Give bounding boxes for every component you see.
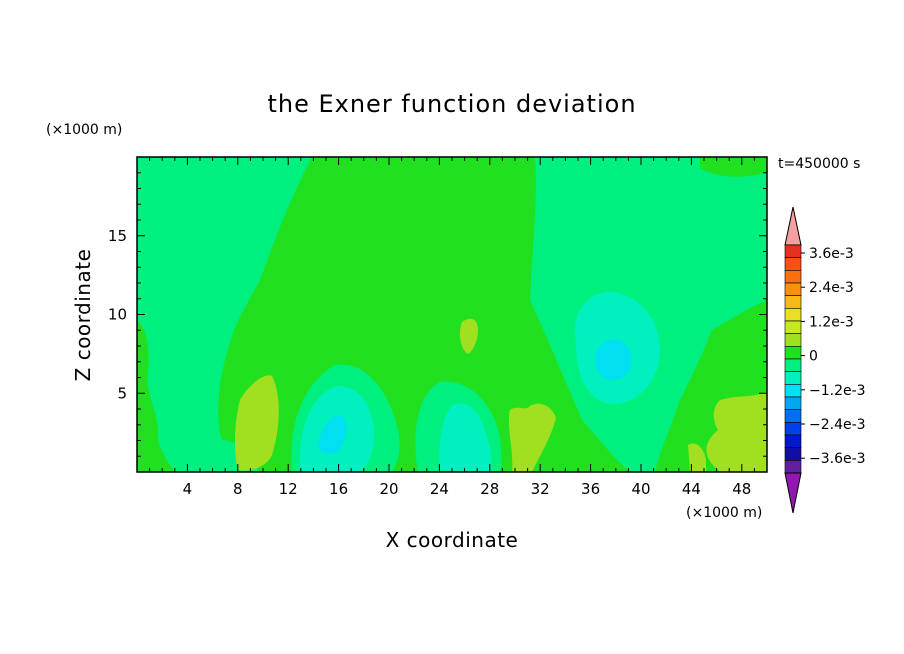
colorbar-swatch: [784, 320, 802, 334]
x-tick-label: 28: [480, 480, 499, 498]
x-unit-label: (×1000 m): [686, 505, 762, 521]
positive-patch-mid: [460, 318, 478, 354]
y-tick-label: 10: [108, 306, 127, 324]
x-axis: 4 8 12 16 20 24 28 32 36 40 44 48: [136, 157, 768, 498]
x-axis-label: X coordinate: [386, 528, 519, 552]
colorbar-swatch: [784, 358, 802, 372]
positive-patch-right: [706, 392, 767, 472]
x-tick-label: 12: [279, 480, 298, 498]
time-label: t=450000 s: [778, 156, 860, 172]
x-tick-label: 20: [379, 480, 398, 498]
colorbar-label: 0: [809, 349, 818, 365]
colorbar-swatch: [784, 282, 802, 296]
colorbar-label: −1.2e-3: [809, 383, 866, 399]
colorbar-upper-arrow: [784, 206, 802, 246]
x-tick-label: 40: [631, 480, 650, 498]
colorbar-label: 1.2e-3: [809, 314, 854, 330]
negative-low-right-inner: [595, 339, 632, 380]
colorbar-label: 3.6e-3: [809, 246, 854, 262]
x-tick-label: 4: [183, 480, 193, 498]
x-tick-label: 36: [581, 480, 600, 498]
colorbar-swatch: [784, 460, 802, 474]
colorbar-swatch: [784, 422, 802, 436]
colorbar-swatch: [784, 371, 802, 385]
colorbar-swatch: [784, 270, 802, 284]
positive-patch-left: [234, 375, 279, 471]
negative-low-mid-inner: [439, 403, 492, 472]
colorbar-label: −2.4e-3: [809, 417, 866, 433]
y-unit-label: (×1000 m): [46, 122, 122, 138]
colorbar-swatch: [784, 396, 802, 410]
y-tick-label: 15: [108, 227, 127, 245]
y-axis: 5 10 15: [108, 156, 767, 473]
colorbar-swatch: [784, 308, 802, 322]
colorbar-swatch: [784, 295, 802, 309]
colorbar: 3.6e-3 2.4e-3 1.2e-3 0 −1.2e-3 −2.4e-3 −3.6e-3: [784, 206, 866, 514]
colorbar-label: −3.6e-3: [809, 451, 866, 467]
x-tick-label: 48: [732, 480, 751, 498]
colorbar-swatch: [784, 346, 802, 360]
positive-patch-center: [508, 403, 556, 472]
colorbar-label: 2.4e-3: [809, 280, 854, 296]
x-tick-label: 32: [531, 480, 550, 498]
top-right-zero-region: [700, 157, 767, 177]
colorbar-swatch: [784, 447, 802, 461]
negative-low-left-inner: [318, 415, 347, 454]
colorbar-swatch: [784, 333, 802, 347]
x-tick-label: 24: [430, 480, 449, 498]
colorbar-swatch: [784, 384, 802, 398]
colorbar-swatch: [784, 244, 802, 258]
colorbar-swatch: [784, 409, 802, 423]
colorbar-swatch: [784, 434, 802, 448]
colorbar-lower-arrow: [784, 472, 802, 514]
y-axis-label: Z coordinate: [71, 249, 95, 382]
y-tick-label: 5: [117, 384, 127, 402]
x-tick-label: 16: [329, 480, 348, 498]
colorbar-swatch: [784, 257, 802, 271]
contour-field: [137, 157, 767, 472]
x-tick-label: 44: [682, 480, 701, 498]
positive-patch-right2: [688, 443, 706, 472]
x-tick-label: 8: [233, 480, 243, 498]
left-zero-region: [137, 320, 175, 472]
chart-title: the Exner function deviation: [267, 90, 636, 118]
